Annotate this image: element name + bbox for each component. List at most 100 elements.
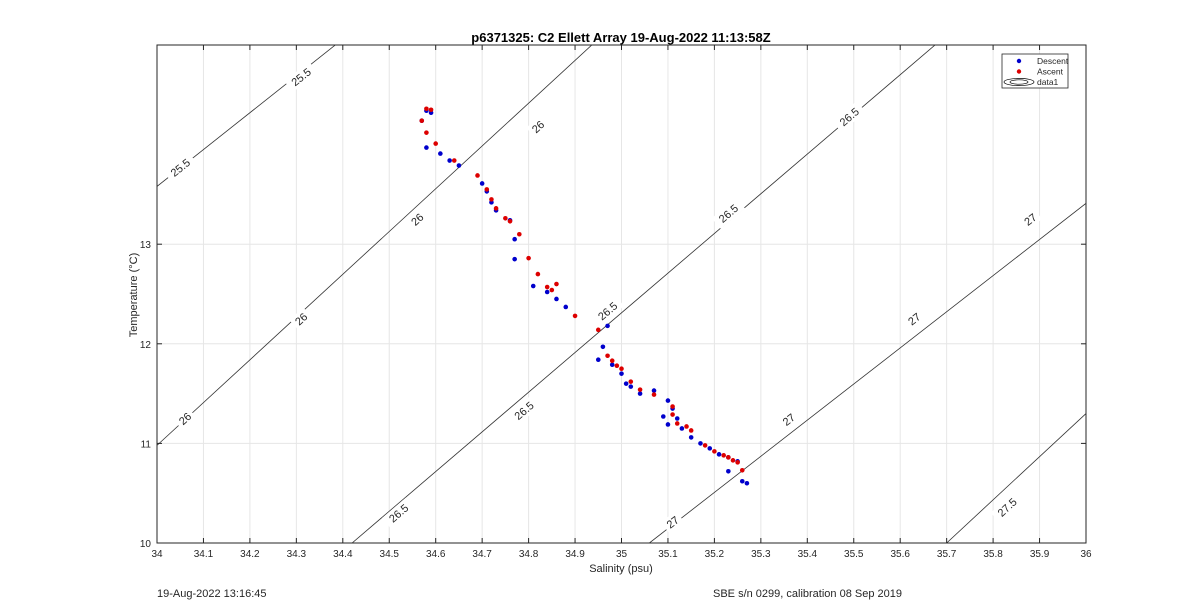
ascent-point <box>419 118 425 123</box>
legend-box <box>1001 53 1069 89</box>
ascent-point <box>517 231 522 237</box>
descent-point <box>595 357 601 363</box>
x-tick-label: 34 <box>151 549 163 560</box>
descent-point <box>424 145 429 150</box>
ascent-point <box>535 271 541 277</box>
y-tick-label: 10 <box>140 539 152 550</box>
contour-label: 26.5 <box>832 101 866 133</box>
ascent-point <box>554 281 559 287</box>
descent-point <box>628 384 634 389</box>
x-axis-label: Salinity (psu) <box>589 563 653 575</box>
x-tick-label: 34.2 <box>240 549 260 560</box>
x-tick-label: 34.6 <box>426 549 446 560</box>
grid-lines <box>156 45 1087 544</box>
footer-timestamp: 19-Aug-2022 13:16:45 <box>157 588 267 600</box>
contour-label: 26.5 <box>711 197 745 229</box>
footer-calibration: SBE s/n 0299, calibration 08 Sep 2019 <box>713 588 902 600</box>
contour-label: 25.5 <box>284 61 318 93</box>
x-tick-label: 34.1 <box>194 549 214 560</box>
ascent-point <box>484 187 490 192</box>
ascent-point <box>475 173 480 178</box>
legend-label: Descent <box>1037 56 1069 66</box>
contour-label: 27 <box>902 307 926 331</box>
descent-point <box>679 426 685 431</box>
ascent-point <box>595 327 601 333</box>
ascent-point <box>726 455 731 460</box>
descent-point <box>651 388 657 393</box>
legend-label: data1 <box>1037 77 1059 87</box>
y-tick-label: 12 <box>140 340 152 351</box>
contour-label: 26.5 <box>591 295 625 327</box>
x-tick-label: 34.7 <box>472 549 492 560</box>
descent-point <box>456 163 462 168</box>
descent-point <box>637 391 643 396</box>
ascent-point <box>651 392 657 397</box>
contour-label-text: 27 <box>906 311 923 328</box>
ascent-point <box>424 130 429 135</box>
ascent-point <box>739 467 745 473</box>
legend-marker <box>1016 58 1022 64</box>
descent-point <box>605 323 610 329</box>
ascent-point <box>544 284 550 290</box>
ascent-point <box>614 363 620 369</box>
x-tick-label: 35.4 <box>798 549 818 560</box>
descent-point <box>688 435 694 440</box>
legend-item-ascent[interactable]: Ascent <box>1016 67 1064 77</box>
ascent-point <box>503 216 508 221</box>
ascent-point <box>424 106 429 112</box>
ascent-point <box>507 218 513 224</box>
descent-point <box>512 236 517 242</box>
descent-point <box>554 296 559 302</box>
x-tick-label: 36 <box>1080 549 1092 560</box>
x-tick-label: 35.5 <box>844 549 864 560</box>
legend-contour-icon-inner <box>1009 79 1029 85</box>
contour-label: 26 <box>289 307 313 331</box>
x-tick-label: 35.2 <box>705 549 725 560</box>
descent-point <box>623 381 629 386</box>
contour-label: 25.5 <box>163 152 197 183</box>
contour-label: 27.5 <box>990 491 1024 524</box>
descent-point <box>665 422 671 427</box>
y-tick-label: 11 <box>141 439 152 450</box>
x-tick-label: 34.9 <box>565 549 585 560</box>
ascent-point <box>526 255 531 261</box>
ascent-point <box>451 158 457 163</box>
descent-point <box>744 480 750 486</box>
ascent-point <box>735 460 740 465</box>
ascent-point <box>605 353 610 359</box>
ascent-point <box>684 424 689 429</box>
descent-point <box>726 468 731 474</box>
ascent-point <box>428 107 434 113</box>
legend-item-descent[interactable]: Descent <box>1016 56 1069 66</box>
legend-contour-icon <box>1003 78 1035 86</box>
x-tick-label: 35.6 <box>890 549 910 560</box>
legend-item-data1[interactable]: data1 <box>1003 77 1059 87</box>
ascent-point <box>433 141 439 146</box>
x-tick-label: 34.5 <box>380 549 400 560</box>
contour-line-26 <box>157 45 593 446</box>
ascent-point <box>609 358 615 364</box>
x-tick-label: 35.1 <box>658 549 678 560</box>
descent-point <box>447 158 452 163</box>
data-points <box>419 106 750 486</box>
descent-point <box>674 416 680 421</box>
x-tick-label: 34.3 <box>287 549 307 560</box>
ascent-point <box>628 379 634 384</box>
ascent-point <box>489 197 494 202</box>
descent-point <box>698 441 703 446</box>
descent-point <box>716 452 722 457</box>
legend-marker <box>1016 69 1022 74</box>
descent-point <box>563 304 569 310</box>
descent-point <box>544 289 550 295</box>
contour-label: 27 <box>1018 208 1042 231</box>
ascent-point <box>688 428 694 433</box>
axes: 34 34.1 34.2 34.3 34.4 34.5 34.6 34.7 34.8 34.9 35… <box>140 44 1092 560</box>
x-tick-label: 35.8 <box>983 549 1003 560</box>
contour-label-text: 27 <box>1022 212 1039 229</box>
descent-point <box>530 283 536 289</box>
ascent-point <box>702 443 708 448</box>
contour-label: 27 <box>777 408 801 431</box>
ascent-point <box>619 366 624 372</box>
